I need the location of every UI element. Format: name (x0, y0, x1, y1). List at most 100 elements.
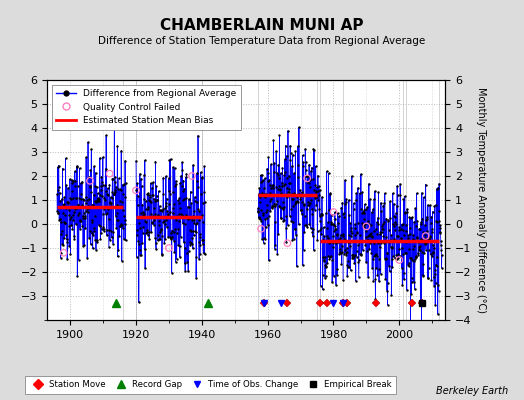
Point (392, 210, 400, 216)
Point (100, 228, 108, 234)
Point (352, 254, 361, 260)
Point (165, 200, 173, 207)
Point (373, 252, 381, 259)
Point (134, 238, 143, 244)
Point (79, 214, 87, 221)
Point (179, 188, 187, 194)
Point (378, 226, 386, 232)
Point (255, 214, 264, 220)
Point (345, 243, 354, 250)
Point (372, 264, 380, 271)
Point (315, 206, 323, 213)
Point (287, 195, 296, 202)
Point (144, 204, 152, 210)
Point (318, 211, 326, 217)
Point (134, 202, 142, 208)
Point (180, 260, 189, 266)
Point (262, 191, 270, 197)
Point (319, 286, 327, 292)
Point (413, 218, 422, 224)
Point (279, 204, 288, 210)
Point (403, 208, 411, 215)
Point (97, 183, 105, 190)
Point (57, 231, 66, 237)
Point (420, 194, 428, 201)
Point (355, 257, 363, 263)
Point (411, 256, 419, 262)
Point (278, 165, 287, 171)
Point (188, 241, 196, 247)
Point (158, 252, 166, 258)
Point (168, 228, 176, 234)
Point (353, 229, 362, 235)
Point (181, 268, 189, 274)
Point (357, 171, 365, 177)
Point (54, 210, 62, 216)
Point (54, 162, 63, 169)
Point (189, 162, 197, 168)
Point (67, 196, 75, 202)
Point (64, 212, 73, 218)
Point (264, 154, 272, 160)
Point (319, 254, 328, 260)
Point (382, 216, 390, 222)
Point (355, 274, 363, 280)
Point (132, 158, 140, 164)
Point (379, 221, 387, 227)
Point (159, 191, 168, 197)
Point (332, 226, 341, 233)
Point (133, 254, 141, 260)
Point (416, 226, 424, 232)
Point (288, 190, 296, 197)
Point (383, 249, 391, 256)
Point (269, 203, 277, 210)
Point (303, 175, 311, 182)
Point (96, 192, 104, 198)
Point (110, 190, 118, 197)
Point (272, 198, 281, 204)
Point (329, 221, 337, 228)
Point (162, 173, 170, 180)
Point (71, 168, 79, 174)
Point (394, 232, 402, 239)
Point (389, 222, 398, 229)
Point (111, 187, 119, 193)
Point (390, 213, 398, 220)
Point (269, 137, 278, 144)
Point (110, 190, 118, 197)
Point (162, 216, 170, 223)
Point (276, 214, 285, 221)
Point (280, 216, 289, 223)
Point (397, 226, 405, 232)
Point (306, 183, 314, 190)
Point (416, 247, 424, 253)
Point (398, 227, 407, 234)
Point (271, 201, 280, 208)
Point (187, 188, 195, 195)
Point (389, 221, 397, 227)
Point (254, 208, 263, 214)
Point (87, 146, 95, 152)
Point (436, 225, 445, 231)
Point (384, 302, 392, 308)
Point (149, 179, 157, 186)
Point (197, 214, 205, 220)
Point (191, 228, 200, 234)
Point (108, 194, 116, 201)
Point (60, 234, 68, 241)
Point (413, 234, 421, 240)
Point (170, 248, 179, 255)
Point (198, 174, 206, 181)
Point (66, 176, 74, 182)
Point (346, 267, 355, 274)
Point (183, 215, 191, 222)
Point (109, 229, 117, 235)
Point (69, 195, 77, 202)
Point (145, 228, 154, 235)
Point (289, 196, 297, 202)
Point (272, 192, 280, 198)
Point (265, 213, 273, 220)
Point (426, 233, 434, 239)
Point (346, 228, 355, 234)
Point (380, 256, 389, 262)
